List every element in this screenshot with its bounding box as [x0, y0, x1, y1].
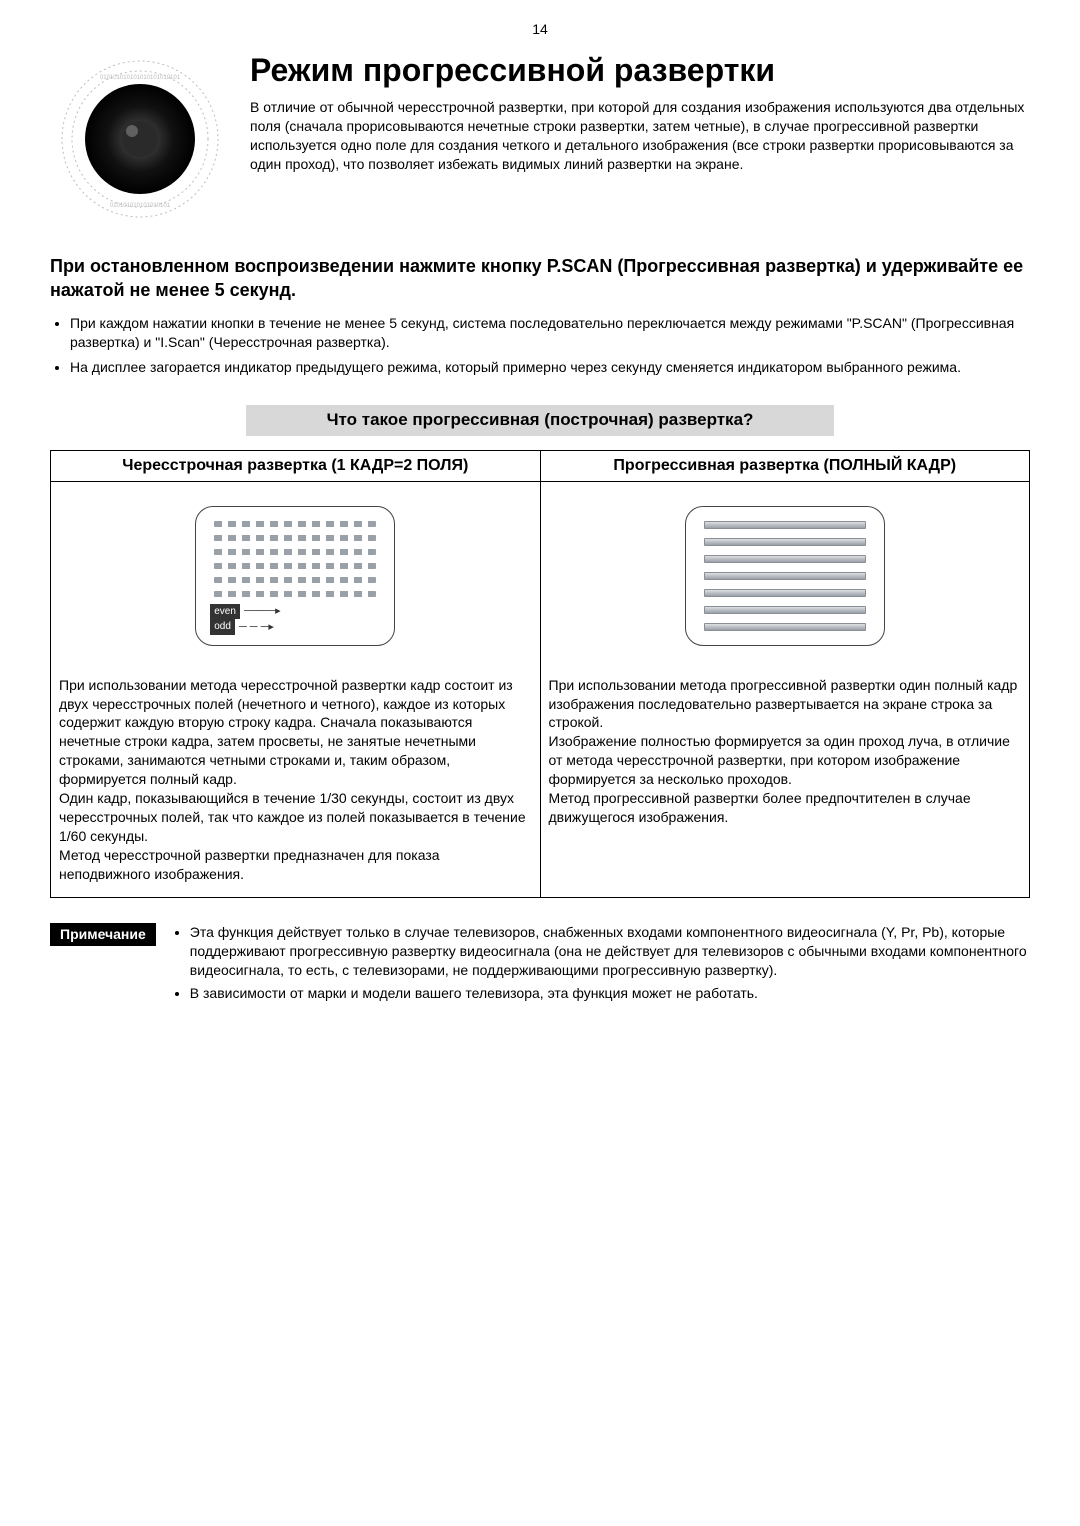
note-section: Примечание Эта функция действует только … — [50, 923, 1030, 1007]
page-title: Режим прогрессивной развертки — [250, 49, 1030, 92]
section-heading: При остановленном воспроизведении нажмит… — [50, 254, 1030, 303]
header: 010101010101010101010101 010101010101010… — [50, 49, 1030, 229]
legend-even: even — [210, 604, 240, 620]
table-cell-progressive: При использовании метода прогрессивной р… — [540, 481, 1030, 898]
interlaced-diagram: even────▸ odd─ ─ ─▸ — [195, 506, 395, 646]
note-label: Примечание — [50, 923, 156, 946]
legend-odd: odd — [210, 619, 235, 635]
intro-text: В отличие от обычной чересстрочной разве… — [250, 98, 1030, 174]
table-header-interlaced: Чересстрочная развертка (1 КАДР=2 ПОЛЯ) — [51, 451, 541, 482]
compare-table: Чересстрочная развертка (1 КАДР=2 ПОЛЯ) … — [50, 450, 1030, 898]
progressive-body: При использовании метода прогрессивной р… — [549, 676, 1022, 827]
progressive-diagram — [685, 506, 885, 646]
speaker-binary-icon: 010101010101010101010101 010101010101010… — [50, 49, 230, 229]
band-heading: Что такое прогрессивная (построчная) раз… — [246, 405, 834, 436]
interlaced-body: При использовании метода чересстрочной р… — [59, 676, 532, 884]
svg-text:010101010101010101: 010101010101010101 — [110, 203, 171, 209]
list-item: При каждом нажатии кнопки в течение не м… — [70, 314, 1030, 352]
table-header-progressive: Прогрессивная развертка (ПОЛНЫЙ КАДР) — [540, 451, 1030, 482]
list-item: На дисплее загорается индикатор предыдущ… — [70, 358, 1030, 377]
page-number: 14 — [50, 20, 1030, 39]
svg-text:010101010101010101010101: 010101010101010101010101 — [100, 75, 181, 81]
note-item: В зависимости от марки и модели вашего т… — [190, 984, 1030, 1003]
table-cell-interlaced: even────▸ odd─ ─ ─▸ При использовании ме… — [51, 481, 541, 898]
bullet-list: При каждом нажатии кнопки в течение не м… — [50, 314, 1030, 377]
note-item: Эта функция действует только в случае те… — [190, 923, 1030, 980]
